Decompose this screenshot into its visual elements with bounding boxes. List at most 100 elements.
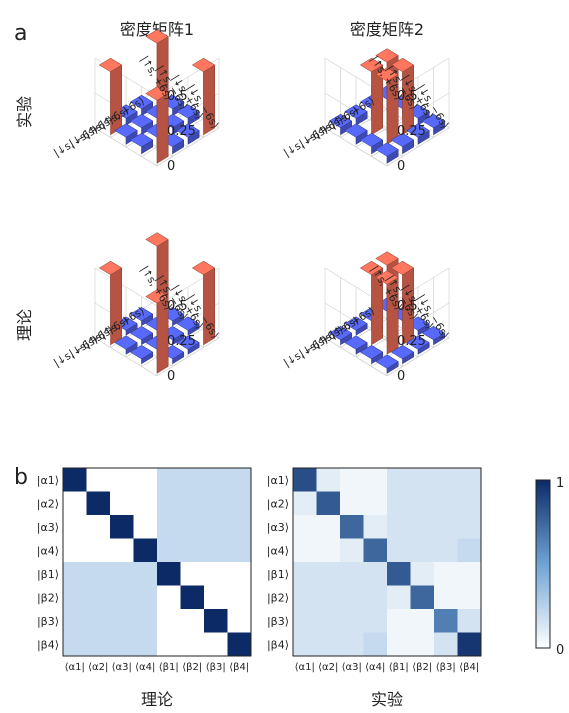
heatmap-col-label: ⟨α4| [135, 662, 155, 673]
heatmap-col-label: ⟨β2| [182, 662, 202, 673]
heatmap-row-label: |β4⟩ [267, 638, 289, 651]
basis-label-left: |↓s, −6s⟩ [52, 334, 101, 370]
bar [191, 57, 216, 136]
bar [176, 104, 200, 126]
heatmap-cell [457, 632, 482, 657]
heatmap-cell [86, 468, 111, 492]
bar [98, 57, 123, 136]
bar [359, 132, 384, 155]
heatmap-cell [434, 538, 458, 563]
heatmap-cell [434, 515, 458, 539]
heatmap-row-label: |α4⟩ [37, 544, 59, 557]
bar [160, 325, 185, 346]
heatmap-cell [316, 632, 341, 657]
heatmap-experiment: |α1⟩ |α2⟩ |α3⟩ |α4⟩ |β1⟩ |β2⟩ |β3⟩ |β4⟩ ⟨α1| ⟨α2|… [267, 467, 482, 673]
bar [129, 94, 154, 117]
heatmap-cell [227, 538, 252, 563]
heatmap-cell [293, 468, 317, 492]
bar [129, 325, 154, 346]
heatmap-cell [387, 632, 411, 657]
heatmap-cell [410, 562, 435, 586]
bar [98, 260, 123, 346]
heatmap-cell [110, 632, 134, 657]
heatmap-cell [387, 491, 411, 516]
heatmap-row-label: |α2⟩ [267, 497, 289, 510]
bar [390, 344, 415, 365]
heatmap-cell [204, 538, 228, 563]
heatmap-cell [410, 491, 435, 516]
bar [375, 67, 399, 145]
bars [98, 232, 216, 374]
bar [145, 289, 169, 374]
heatmap-cell [157, 609, 181, 633]
heatmap-cell [363, 515, 388, 539]
heatmap-cell [457, 562, 482, 586]
heatmap-col-label: ⟨β4| [229, 662, 249, 673]
heatmap-col-label: ⟨α2| [318, 662, 338, 673]
heatmap-cell [293, 585, 317, 610]
colorbar-max-label: 1 [556, 476, 564, 491]
panel-b-label: b [14, 465, 28, 490]
heatmap-cell [434, 468, 458, 492]
heatmap-cell [457, 491, 482, 516]
heatmap-cell [434, 562, 458, 586]
bar [129, 344, 154, 365]
bar3d-matrix2-experiment: 0.50.250|↑s, +6s⟩|↑s, −6s⟩|↓s, +6s⟩|↓s, … [282, 48, 451, 174]
heatmap-cell [363, 468, 388, 492]
heatmap-cell [387, 609, 411, 633]
heatmap-cell [340, 632, 364, 657]
heatmap-cell [293, 515, 317, 539]
heatmap-cell [434, 491, 458, 516]
heatmap-col-label: ⟨β2| [412, 662, 432, 673]
heatmap-cell [86, 538, 111, 563]
heatmap-cell [227, 515, 252, 539]
heatmap-col-label: ⟨α4| [365, 662, 385, 673]
heatmap-cell [110, 609, 134, 633]
heatmap-cell [204, 515, 228, 539]
heatmap-cell [410, 468, 435, 492]
heatmap-cell [63, 538, 87, 563]
bar [406, 335, 430, 355]
heatmap-cell [204, 562, 228, 586]
heatmap-cell [63, 562, 87, 586]
heatmap-cell [387, 515, 411, 539]
heatmap-cell [293, 491, 317, 516]
heatmap-col-label: ⟨α1| [65, 662, 85, 673]
heatmap-row-label: |β3⟩ [267, 615, 289, 628]
heatmap-cell [63, 632, 87, 657]
bar [145, 86, 169, 164]
basis-label-left: |↓s, −6s⟩ [282, 334, 331, 370]
heatmap-cell [387, 468, 411, 492]
heatmap-cell [157, 632, 181, 657]
bar [114, 123, 138, 145]
heatmap-cell [363, 585, 388, 610]
heatmap-cell [157, 491, 181, 516]
bar [176, 123, 200, 145]
heatmap-row-label: |β1⟩ [267, 568, 289, 581]
heatmap-cell [363, 491, 388, 516]
heatmap-cell [293, 562, 317, 586]
heatmap-cell [340, 562, 364, 586]
heatmap-cell [363, 609, 388, 633]
heatmap-cell [410, 609, 435, 633]
heatmap-row-label: |α3⟩ [267, 521, 289, 534]
bar [375, 354, 399, 374]
heatmap-row-label: |β4⟩ [37, 638, 59, 651]
heatmap-cell [387, 562, 411, 586]
heatmap-cell [204, 468, 228, 492]
heatmap-cell [340, 515, 364, 539]
heatmap-cell [180, 515, 205, 539]
heatmap-cell [316, 468, 341, 492]
bar [359, 260, 384, 346]
heatmap-cell [180, 491, 205, 516]
bar [328, 325, 353, 346]
bar [390, 57, 415, 136]
bar [160, 94, 185, 117]
z-tick-label: 0.25 [167, 124, 196, 139]
row-title-theory: 理论 [15, 309, 34, 341]
heatmap-row-label: |β1⟩ [37, 568, 59, 581]
heatmap-row-label: |α1⟩ [37, 474, 59, 487]
heatmap-cell [204, 585, 228, 610]
heatmap-cell [157, 562, 181, 586]
